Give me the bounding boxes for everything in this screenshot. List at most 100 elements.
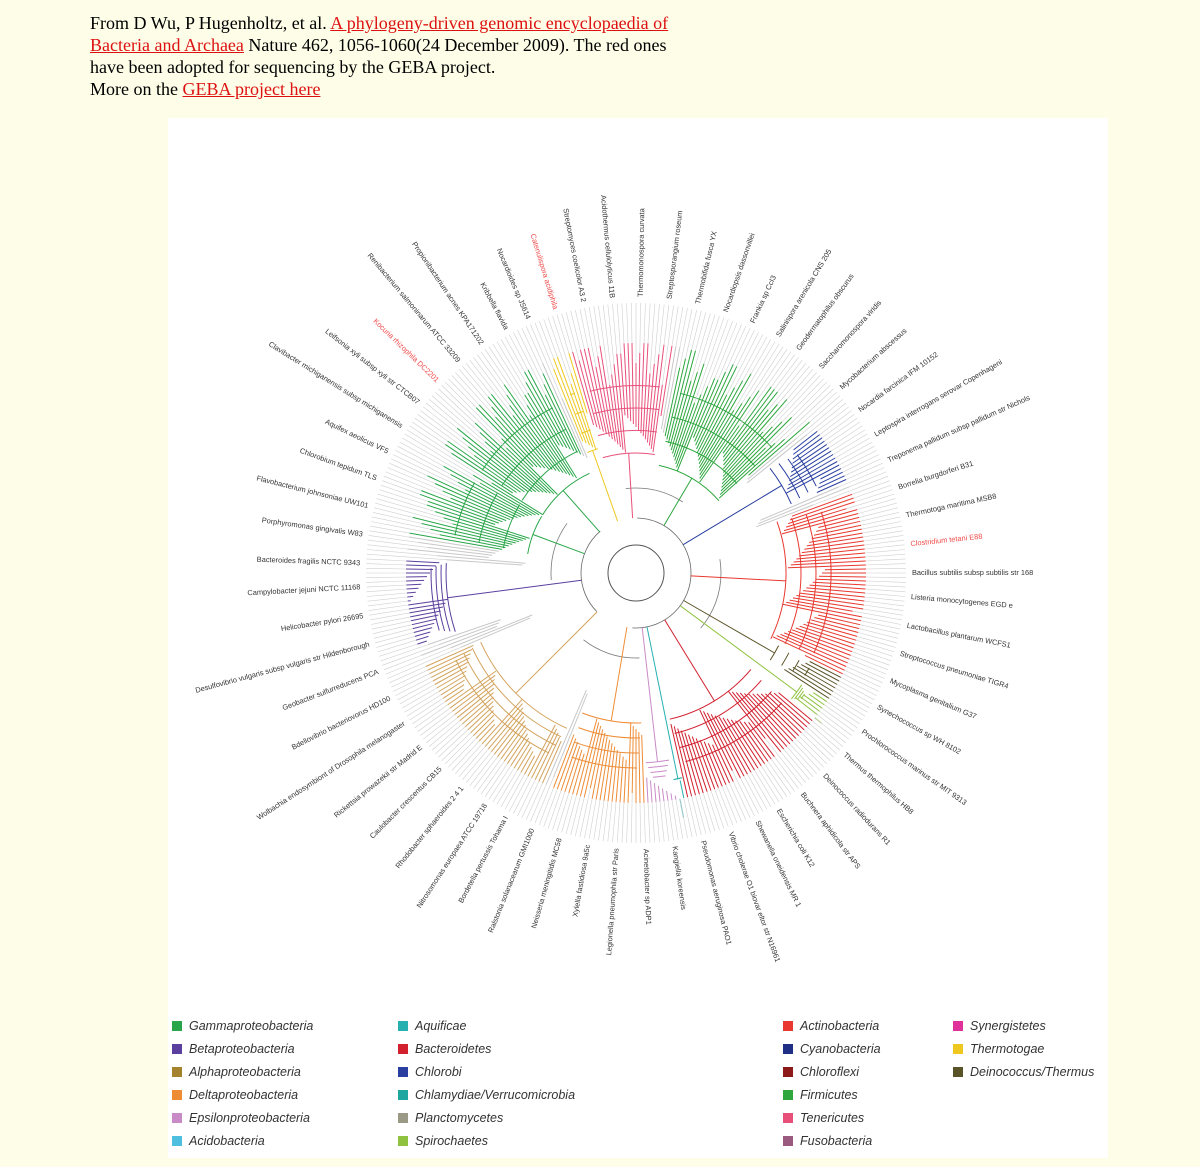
leaf-extension [451, 740, 480, 771]
leaf-branch [765, 693, 805, 731]
leaf-extension [726, 332, 759, 395]
leaf-branch [722, 717, 755, 771]
leaf-branch [473, 454, 525, 493]
leaf-branch [787, 564, 866, 569]
leaf-extension [552, 316, 572, 374]
leaf-branch [421, 490, 503, 523]
clade-branch [435, 566, 446, 632]
leaf-extension [368, 604, 409, 611]
leaf-extension [387, 467, 443, 492]
leaf-branch [426, 504, 530, 539]
leaf-branch [809, 584, 866, 590]
taxon-label: Frankia sp CcI3 [748, 274, 778, 325]
leaf-extension [817, 714, 849, 740]
leaf-branch [583, 348, 604, 432]
leaf-extension [612, 303, 618, 354]
legend-swatch [783, 1020, 793, 1031]
leaf-branch [748, 421, 810, 476]
leaf-extension [710, 790, 725, 829]
leaf-branch [451, 452, 513, 494]
leaf-extension [631, 792, 633, 844]
leaf-extension [809, 395, 840, 423]
leaf-extension [786, 369, 814, 400]
leaf-extension [504, 774, 525, 810]
legend-swatch [953, 1043, 963, 1054]
leaf-extension [602, 304, 612, 375]
taxon-label: Porphyromonas gingivalis W83 [261, 515, 363, 538]
leaf-branch [627, 722, 632, 803]
leaf-branch [791, 493, 853, 517]
leaf-branch [456, 687, 495, 719]
leaf-extension [429, 399, 491, 452]
leaf-branch [506, 394, 564, 473]
clade-branch [578, 727, 641, 739]
leaf-extension [500, 339, 527, 383]
leaf-branch [449, 674, 496, 709]
leaf-extension [477, 354, 507, 396]
leaf-branch [491, 482, 543, 516]
leaf-branch [735, 692, 785, 750]
leaf-branch [599, 739, 611, 801]
leaf-extension [814, 717, 846, 744]
clade-branch [575, 411, 584, 415]
leaf-extension [857, 636, 896, 648]
leaf-extension [750, 772, 772, 807]
leaf-branch [432, 661, 469, 682]
legend-item: Gammaproteobacteria [172, 1014, 313, 1037]
leaf-extension [717, 324, 742, 380]
clade-stem [610, 627, 628, 721]
leaf-branch [467, 705, 494, 731]
geba-project-link[interactable]: GEBA project here [182, 79, 321, 99]
paper-link[interactable]: A phylogeny-driven genomic encyclopaedia… [90, 13, 669, 55]
leaf-branch [570, 383, 594, 448]
leaf-extension [556, 314, 570, 354]
leaf-branch [623, 759, 627, 803]
leaf-branch [510, 737, 530, 767]
leaf-branch [446, 559, 523, 566]
taxon-label: Treponema pallidum subsp pallidum str Ni… [886, 393, 1032, 464]
legend-column: Aquificae Bacteroidetes Chlorobi Chlamydiae… [398, 1014, 575, 1152]
leaf-extension [465, 363, 492, 395]
leaf-branch [699, 403, 743, 472]
leaf-extension [492, 767, 515, 803]
leaf-extension [803, 729, 834, 758]
leaf-extension [772, 375, 821, 427]
legend-column: Synergistetes Thermotogae Deinococcus/Ther… [953, 1014, 1094, 1083]
leaf-extension [369, 530, 409, 538]
leaf-extension [842, 673, 879, 692]
leaf-branch [788, 457, 836, 486]
taxon-label: Bacillus subtilis subsp subtilis str 168 [912, 568, 1033, 577]
clade-branch [797, 690, 805, 700]
clade-stem [683, 600, 775, 654]
leaf-branch [722, 431, 764, 477]
legend-swatch [172, 1020, 182, 1031]
leaf-branch [434, 666, 468, 685]
leaf-extension [607, 801, 613, 842]
clade-stem [690, 575, 786, 582]
leaf-branch [670, 723, 689, 798]
leaf-extension [538, 320, 554, 359]
leaf-extension [845, 666, 883, 684]
taxon-label: Legionella pneumophila str Paris [604, 848, 620, 956]
leaf-extension [451, 375, 480, 406]
leaf-branch [464, 489, 522, 518]
leaf-extension [838, 445, 875, 466]
leaf-branch [646, 777, 649, 803]
leaf-extension [864, 600, 905, 607]
leaf-extension [761, 765, 784, 800]
leaf-branch [748, 693, 794, 742]
clade-stem [628, 453, 634, 519]
leaf-branch [816, 479, 847, 493]
leaf-branch [613, 364, 624, 450]
legend-swatch [953, 1066, 963, 1077]
leaf-branch [607, 746, 616, 802]
leaf-branch [786, 601, 862, 618]
leaf-branch [692, 379, 719, 438]
clade-stem [562, 490, 600, 533]
leaf-extension [496, 341, 529, 394]
taxon-label: Borrelia burgdorferi B31 [897, 459, 974, 492]
legend-item: Chlorobi [398, 1060, 575, 1083]
legend-label: Epsilonproteobacteria [189, 1110, 310, 1125]
leaf-branch [739, 721, 769, 762]
leaf-extension [500, 772, 522, 807]
